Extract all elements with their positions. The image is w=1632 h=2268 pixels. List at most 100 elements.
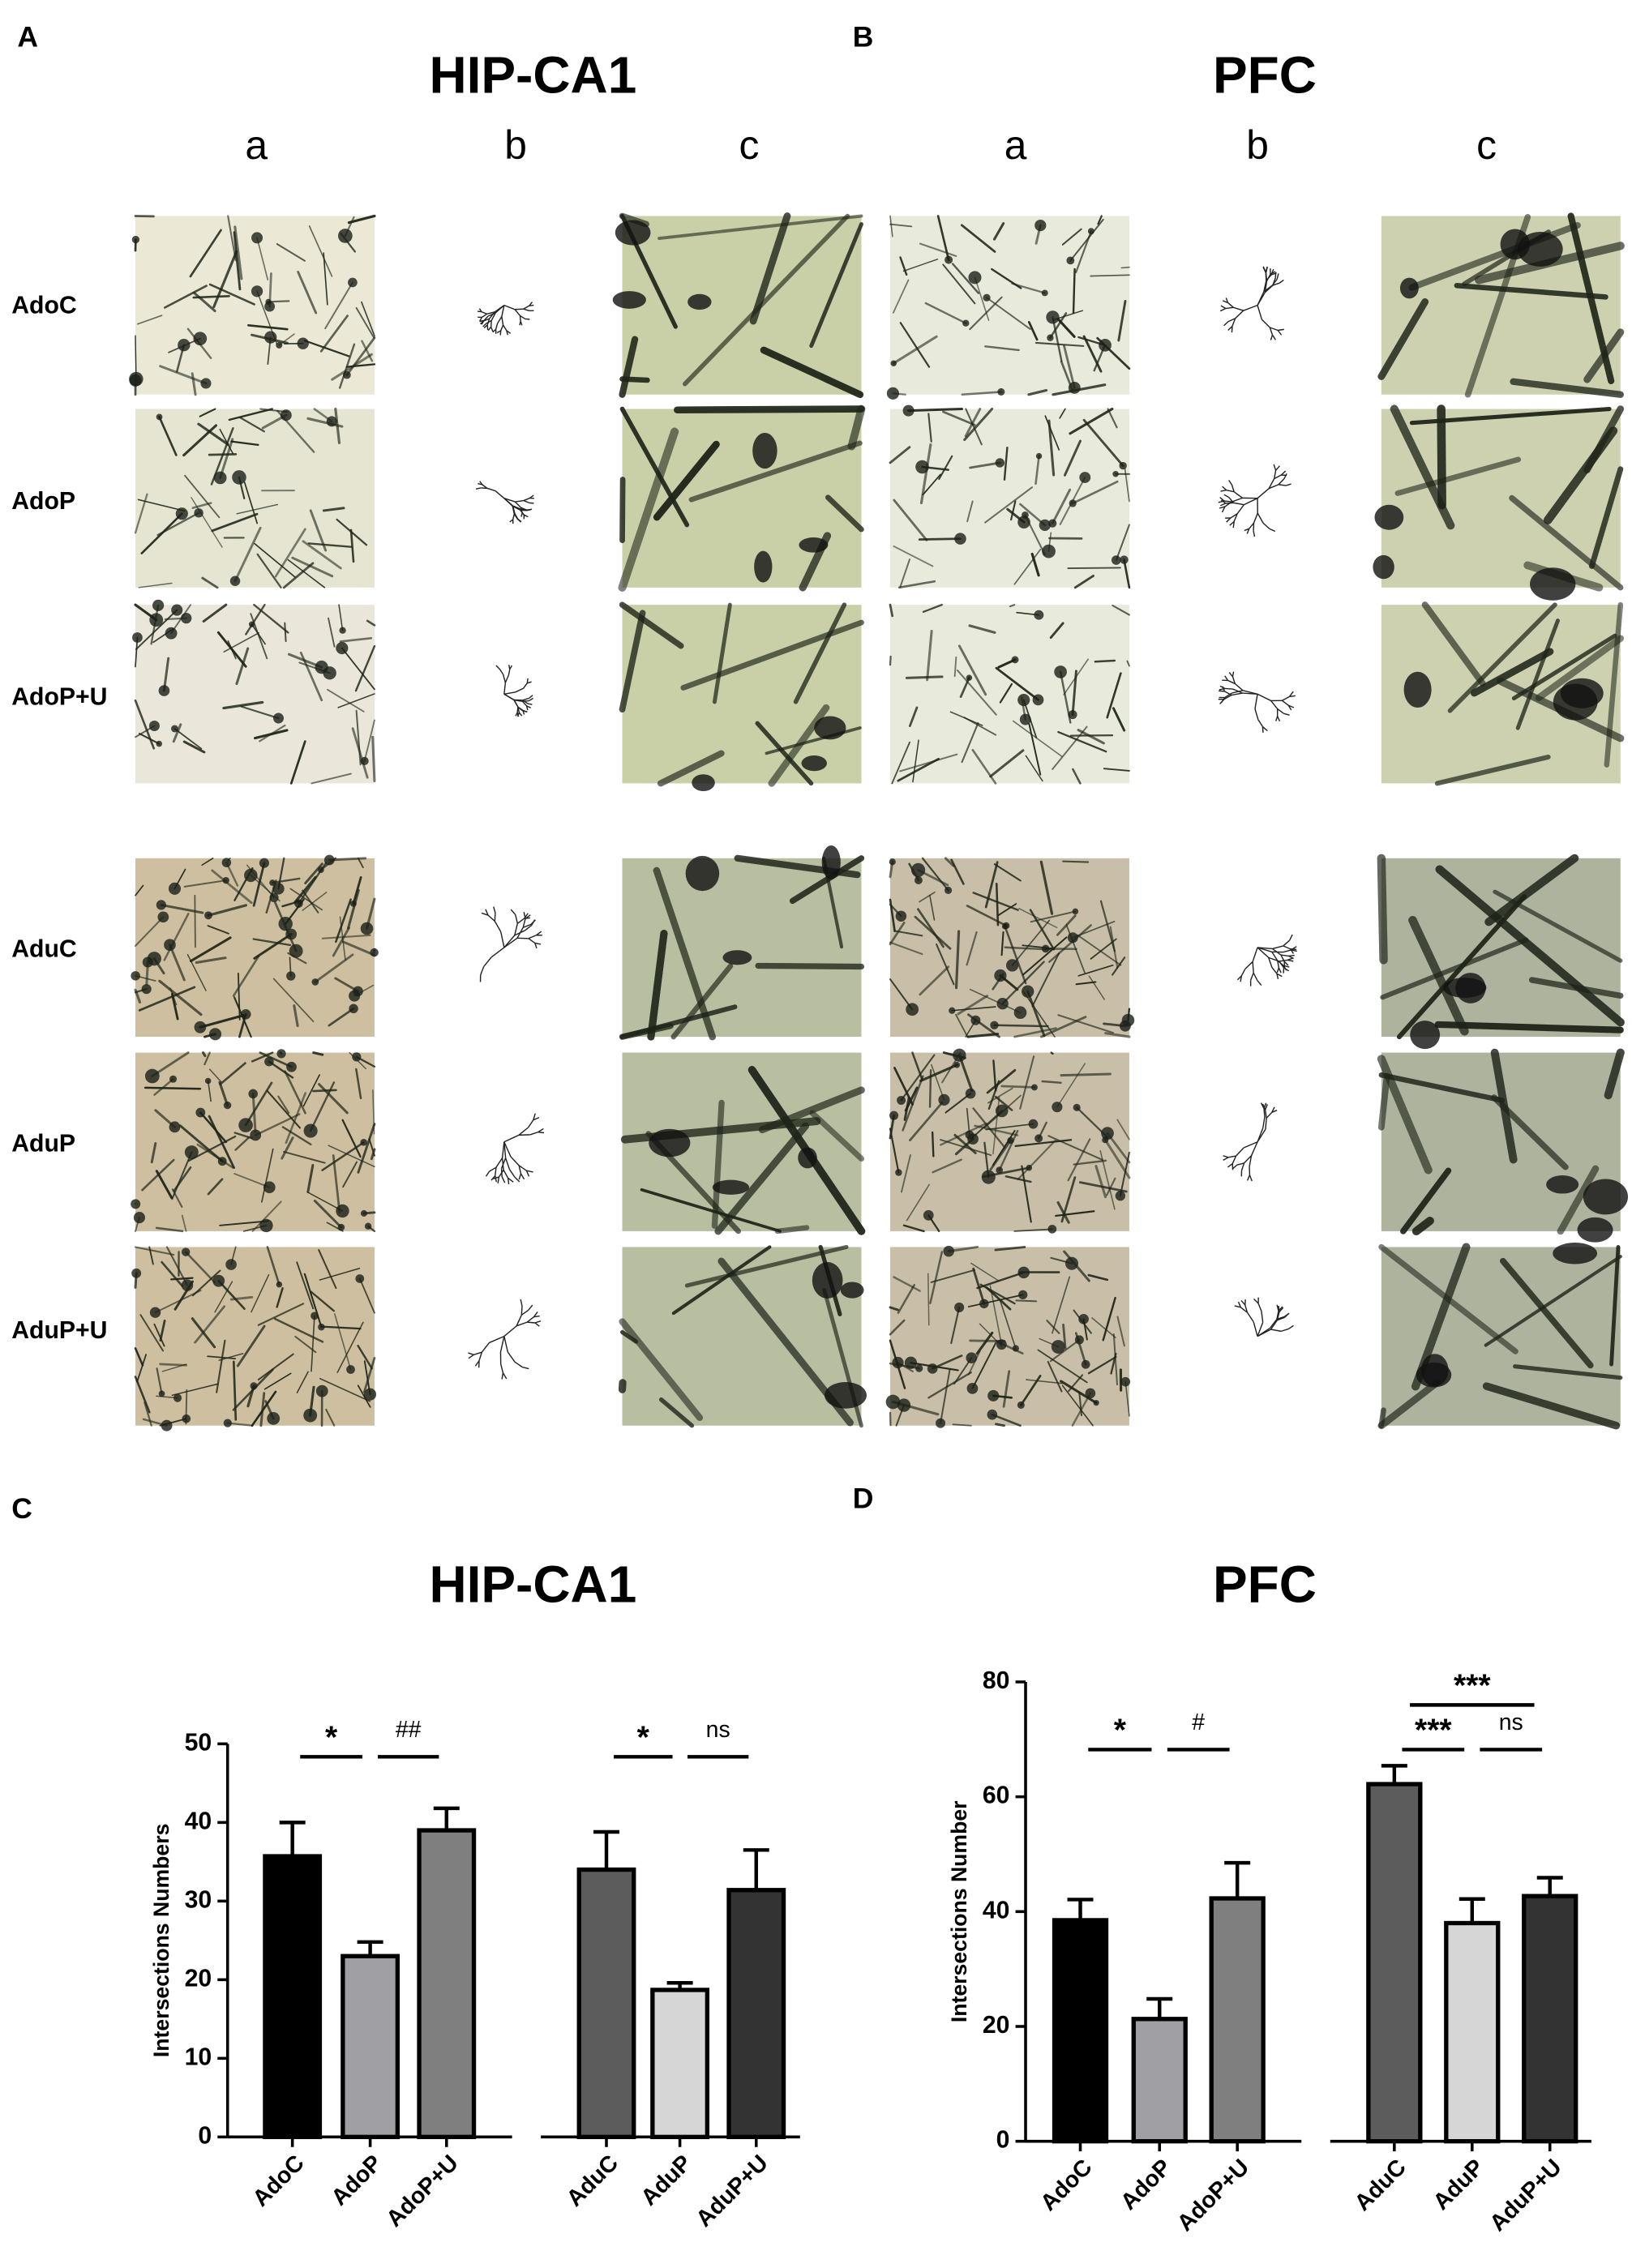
dendrite (495, 323, 499, 330)
dendrite (533, 1315, 540, 1318)
neurite (1604, 601, 1624, 768)
neurite (889, 1319, 906, 1336)
dendrite (510, 909, 516, 915)
soma (1399, 277, 1419, 299)
soma (1373, 554, 1394, 580)
neurite (284, 1070, 306, 1115)
neurite (1102, 1296, 1116, 1342)
dendrite (526, 1316, 534, 1323)
dendrite (1279, 959, 1288, 962)
neurite (199, 1014, 245, 1029)
dendrite (520, 509, 527, 511)
neurite (619, 601, 684, 649)
neuron-trace (1223, 1102, 1278, 1182)
neurite (266, 1246, 281, 1286)
neurite (303, 340, 350, 357)
neurite (173, 1280, 194, 1311)
soma (1012, 1345, 1019, 1352)
neurite (314, 953, 354, 983)
neurite (956, 669, 997, 716)
micrograph-bg (135, 216, 375, 395)
dendrite (516, 707, 519, 713)
soma (131, 1199, 141, 1209)
neurite (235, 647, 250, 686)
dendrite (1263, 280, 1267, 293)
neurite (254, 542, 296, 578)
neurite (985, 1123, 1034, 1131)
dendrite (514, 501, 521, 508)
neurite (680, 619, 864, 691)
soma (346, 1365, 355, 1374)
soma (1022, 985, 1034, 998)
neurite (906, 1183, 930, 1222)
dendrite (515, 308, 524, 310)
neurite (1378, 1072, 1505, 1103)
dendrite (1246, 528, 1250, 534)
micrograph-bg (890, 1247, 1129, 1426)
soma (995, 1104, 1009, 1118)
dendrite (1276, 1316, 1285, 1320)
soma (221, 858, 232, 867)
neurite (294, 1335, 317, 1354)
soma (1111, 555, 1121, 565)
soma (953, 1061, 961, 1068)
soma (213, 471, 227, 485)
neurite (182, 740, 206, 754)
neurite (326, 1222, 344, 1232)
neurite (293, 1004, 299, 1028)
dendrite (1269, 327, 1274, 336)
neuron-trace (1218, 464, 1291, 537)
neurite (319, 315, 349, 353)
y-tick-label: 40 (185, 1808, 212, 1834)
neurite (260, 1148, 274, 1203)
neurite (342, 1161, 358, 1188)
neurite (318, 1083, 349, 1115)
neurite (310, 1290, 335, 1312)
neurite (291, 556, 334, 578)
neurite (153, 1077, 174, 1096)
neurite (1031, 952, 1060, 1008)
soma (995, 458, 1005, 468)
neurite (1075, 981, 1097, 986)
neurite (195, 956, 227, 965)
dendrite (503, 497, 516, 503)
dendrite (1271, 967, 1278, 974)
soma (276, 1281, 283, 1288)
neurite (619, 336, 639, 398)
soma (1047, 334, 1054, 341)
neurite (253, 729, 289, 740)
dendrite (1278, 1306, 1283, 1312)
column-label: a (245, 122, 268, 168)
neurite (1510, 378, 1624, 398)
dendrite (1288, 1324, 1294, 1330)
x-tick-label: AdoC (1035, 2155, 1097, 2216)
dendrite (503, 1141, 507, 1158)
soma (687, 293, 712, 310)
dendrite (1262, 266, 1266, 273)
dendrite (1219, 685, 1226, 690)
neurite (307, 542, 353, 548)
soma (212, 1274, 225, 1287)
neurite (749, 212, 791, 325)
neurite (1377, 854, 1388, 965)
soma (692, 774, 715, 791)
dendrite (1283, 965, 1290, 968)
dendrite (1220, 305, 1227, 310)
neurite (303, 1273, 323, 1329)
soma (945, 886, 953, 894)
soma (1041, 944, 1050, 953)
neurite (254, 1113, 301, 1136)
neurite (138, 986, 196, 1012)
neurite (969, 988, 1022, 1014)
neurite (986, 297, 1031, 330)
neurite (1049, 1338, 1081, 1363)
dendrite (1228, 480, 1233, 486)
neurite (1052, 316, 1063, 362)
dendrite (520, 507, 527, 511)
neurite (1012, 720, 1063, 758)
neurite (355, 1068, 362, 1100)
dendrite (1219, 497, 1225, 502)
neurite (306, 1164, 315, 1193)
neurite (929, 1251, 944, 1304)
dendrite (1279, 279, 1284, 284)
